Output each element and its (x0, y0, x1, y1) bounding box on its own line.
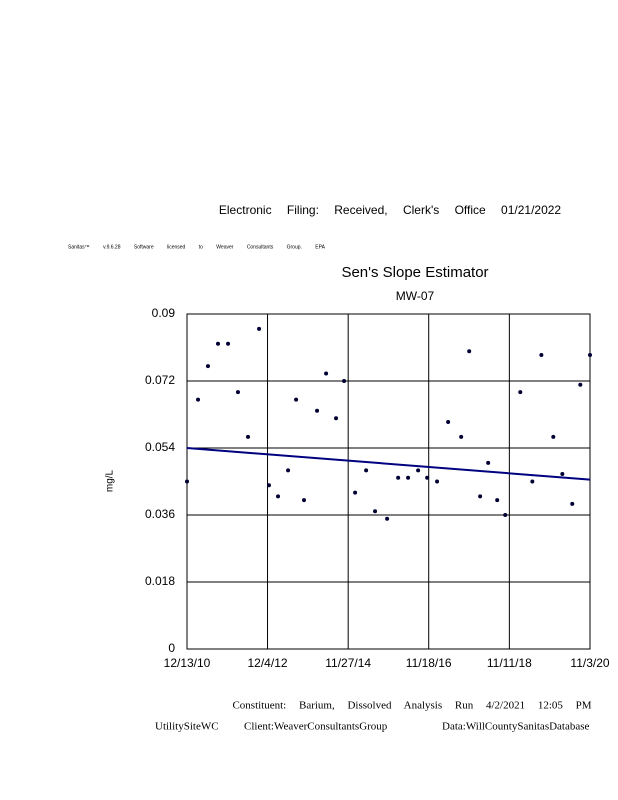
data-point (286, 468, 291, 473)
trend-line (186, 447, 591, 481)
filing-header: Electronic Filing: Received, Clerk's Off… (219, 203, 562, 217)
constituent-line: Constituent: Barium, Dissolved Analysis … (232, 700, 591, 712)
data-point (373, 509, 378, 514)
data-point (235, 390, 240, 395)
data-point (551, 434, 556, 439)
data-point (342, 379, 347, 383)
data-point (266, 483, 271, 488)
data-point (416, 468, 421, 473)
data-point (276, 494, 281, 499)
data-point (353, 490, 358, 495)
x-tick-label: 12/13/10 (164, 656, 211, 670)
chart-title: Sen's Slope Estimator (341, 264, 488, 281)
y-axis-label: mg/L (105, 469, 116, 492)
data-point (196, 397, 201, 402)
x-tick-label: 11/3/20 (570, 656, 609, 670)
data-point (446, 419, 451, 424)
data-point (364, 468, 369, 473)
y-tick-label: 0.054 (145, 440, 175, 454)
data-point (425, 475, 430, 480)
data-point (385, 516, 390, 521)
y-tick-label: 0.09 (152, 306, 176, 320)
x-tick-label: 11/27/14 (325, 656, 371, 670)
data-point (226, 341, 231, 346)
data-point (530, 479, 535, 484)
data-point (294, 397, 299, 402)
y-tick-label: 0 (168, 641, 175, 655)
data-point (216, 341, 221, 346)
data-point (459, 434, 464, 439)
y-tick-label: 0.036 (145, 507, 175, 521)
data-point (478, 494, 483, 499)
data-point (560, 472, 565, 477)
data-point (324, 371, 329, 376)
y-tick-label: 0.072 (145, 373, 175, 387)
data-point (435, 479, 440, 484)
data-point (406, 475, 411, 480)
data-point (205, 364, 210, 369)
data-point (467, 349, 472, 354)
data-point (396, 475, 401, 480)
data-point (246, 434, 251, 439)
data-point (495, 498, 500, 503)
software-line: Sanitas™ v.9.6.28 Software licensed to W… (68, 244, 326, 250)
database-label: Data:WillCountySanitasDatabase (442, 721, 590, 733)
data-point (539, 352, 544, 357)
client-label: Client:WeaverConsultantsGroup (244, 721, 388, 733)
data-point (486, 460, 491, 465)
data-point (518, 390, 523, 395)
data-point (315, 408, 320, 413)
x-tick-label: 12/4/12 (248, 656, 288, 670)
data-point (588, 352, 592, 357)
chart-subtitle: MW-07 (396, 289, 435, 303)
y-tick-label: 0.018 (145, 574, 175, 588)
data-point (570, 501, 575, 506)
x-tick-label: 11/18/16 (406, 656, 452, 670)
data-point (334, 416, 339, 421)
data-point (257, 326, 262, 331)
data-point (578, 382, 583, 387)
data-point (185, 479, 189, 484)
site-label: UtilitySiteWC (155, 721, 219, 733)
data-point (302, 498, 307, 503)
data-point (503, 513, 508, 517)
x-tick-label: 11/11/18 (487, 656, 532, 670)
